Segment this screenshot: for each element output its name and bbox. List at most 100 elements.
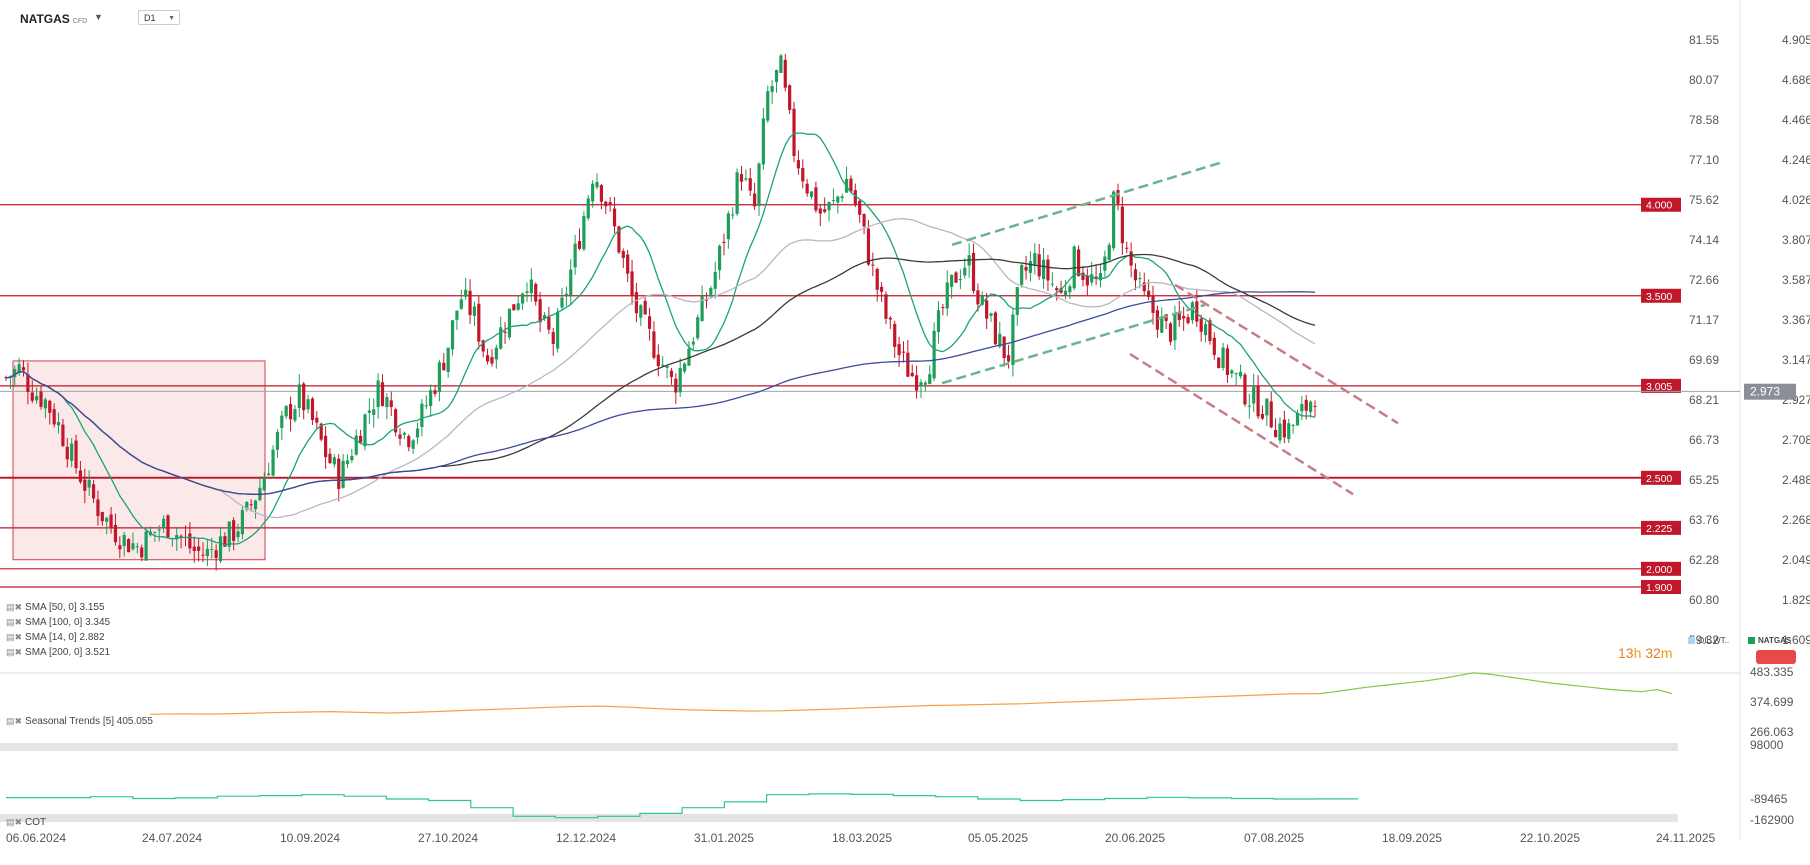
candle-body: [923, 382, 927, 385]
sma14-line: [5, 132, 1316, 546]
candle-body: [43, 399, 48, 409]
candle-body: [774, 69, 779, 83]
candle-body: [61, 424, 65, 446]
y-tick-label: 3.367: [1782, 313, 1810, 327]
candle-body: [910, 372, 914, 377]
candle-body: [1238, 371, 1243, 377]
candle-body: [1094, 276, 1098, 279]
y-tick-label-alt: 59.32: [1689, 633, 1719, 647]
candle-body: [118, 545, 122, 550]
settings-icon[interactable]: ▤✖: [6, 817, 23, 827]
current-price-label: 2.973: [1750, 385, 1780, 399]
candle-body: [1160, 316, 1164, 333]
candle-body: [109, 514, 113, 528]
candle-body: [591, 183, 595, 202]
level-tag: [1641, 288, 1681, 303]
candle-body: [608, 202, 612, 206]
candle-body: [1112, 191, 1116, 249]
candle-body: [205, 548, 209, 557]
candle-body: [1282, 419, 1286, 438]
candle-body: [113, 524, 118, 543]
indicator-sma200[interactable]: ▤✖ SMA [200, 0] 3.521: [6, 647, 111, 658]
candle-body: [232, 520, 236, 541]
settings-icon[interactable]: ▤✖: [6, 617, 23, 627]
x-tick-label: 24.11.2025: [1656, 831, 1715, 845]
candle-body: [796, 160, 801, 169]
candle-body: [70, 443, 74, 461]
candle-body: [1068, 286, 1072, 293]
candle-body: [512, 304, 516, 311]
candle-body: [1133, 269, 1138, 281]
candle-body: [726, 213, 730, 240]
candle-body: [1020, 264, 1024, 285]
sma50-line: [5, 218, 1316, 519]
candle-body: [100, 511, 104, 522]
candle-body: [302, 383, 306, 411]
candle-body: [1173, 313, 1177, 341]
candle-body: [26, 374, 30, 392]
candle-body: [236, 531, 240, 538]
seasonal-tick: 266.063: [1750, 725, 1794, 739]
candle-body: [788, 85, 792, 110]
candle-body: [485, 355, 490, 362]
candle-body: [96, 499, 100, 517]
candle-body: [315, 417, 319, 423]
candle-body: [682, 363, 687, 372]
x-tick-label: 31.01.2025: [694, 831, 754, 845]
candle-body: [893, 323, 897, 347]
y-tick-label-alt: 77.10: [1689, 153, 1719, 167]
candle-body: [197, 546, 201, 551]
candle-body: [394, 409, 398, 433]
y-tick-label: 4.466: [1782, 113, 1810, 127]
candle-body: [210, 549, 214, 551]
candle-body: [455, 310, 459, 320]
candle-body: [166, 515, 170, 538]
seasonal-label[interactable]: ▤✖ Seasonal Trends [5] 405.055: [6, 716, 153, 727]
price-tag: [1744, 383, 1796, 400]
y-tick-label: 1.829: [1782, 593, 1810, 607]
y-tick-label: 2.488: [1782, 473, 1810, 487]
symbol-selector[interactable]: NATGAS CFD: [20, 12, 88, 26]
candle-body: [770, 86, 774, 92]
candle-body: [538, 299, 542, 323]
candle-body: [665, 366, 669, 368]
candle-body: [65, 446, 69, 460]
candle-body: [13, 369, 17, 378]
seasonal-projection-line: [1319, 672, 1673, 695]
candle-body: [35, 395, 39, 401]
candle-body: [91, 484, 96, 499]
candle-body: [389, 400, 393, 408]
candle-body: [599, 185, 603, 202]
x-tick-label: 24.07.2024: [142, 831, 202, 845]
legend-oil[interactable]: OIL.WT..: [1688, 636, 1729, 645]
indicator-sma100[interactable]: ▤✖ SMA [100, 0] 3.345: [6, 617, 111, 628]
timeframe-select[interactable]: D1 ▼: [138, 10, 180, 25]
candle-body: [1155, 310, 1159, 330]
legend-swatch: [1688, 637, 1695, 645]
indicator-sma14[interactable]: ▤✖ SMA [14, 0] 2.882: [6, 632, 105, 643]
settings-icon[interactable]: ▤✖: [6, 602, 23, 612]
y-tick-label-alt: 74.14: [1689, 233, 1719, 247]
cot-label[interactable]: ▤✖ COT: [6, 817, 47, 828]
candle-body: [494, 347, 498, 360]
candle-body: [761, 118, 765, 165]
settings-icon[interactable]: ▤✖: [6, 716, 23, 726]
candle-body: [354, 435, 358, 455]
indicator-sma50[interactable]: ▤✖ SMA [50, 0] 3.155: [6, 602, 105, 613]
candle-body: [105, 517, 109, 522]
candle-body: [332, 457, 336, 465]
candle-body: [792, 108, 796, 156]
candle-body: [1182, 316, 1186, 319]
legend-natgas[interactable]: NATGAS: [1748, 636, 1791, 645]
level-label: 2.500: [1646, 473, 1672, 485]
settings-icon[interactable]: ▤✖: [6, 632, 23, 642]
candle-body: [56, 422, 61, 426]
candle-body: [1199, 318, 1203, 332]
candle-body: [621, 251, 625, 258]
y-tick-label-alt: 81.55: [1689, 33, 1719, 47]
settings-icon[interactable]: ▤✖: [6, 647, 23, 657]
chevron-down-icon[interactable]: ▼: [94, 12, 103, 22]
chart-header: NATGAS CFD ▼ D1 ▼: [0, 0, 1810, 34]
candle-body: [534, 283, 538, 302]
